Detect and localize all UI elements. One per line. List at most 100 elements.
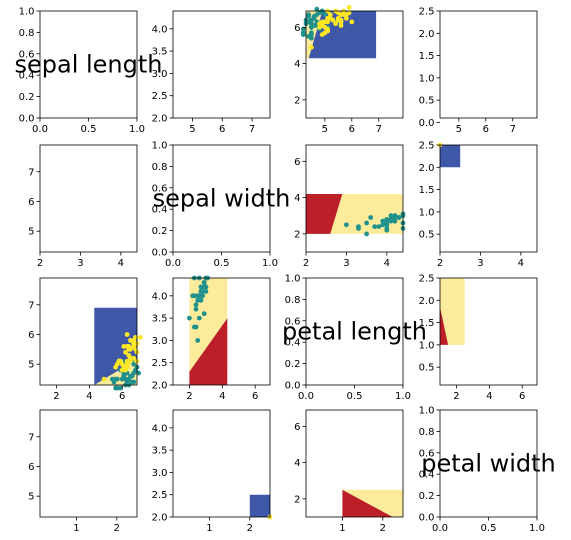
axes-frame — [305, 10, 404, 119]
y-tick-label: 2.0 — [419, 163, 435, 174]
data-point — [300, 26, 306, 32]
data-point — [380, 218, 386, 224]
x-tick-label: 4 — [384, 258, 390, 269]
x-tick-label: 0.5 — [481, 523, 497, 534]
y-tick-label: 1.0 — [285, 274, 301, 285]
y-tick-label: 7 — [28, 432, 34, 443]
region-layer — [440, 278, 465, 345]
y-tick-label: 3.5 — [152, 446, 168, 457]
y-tick-label: 2.0 — [419, 296, 435, 307]
data-point — [314, 6, 320, 12]
y-tick-label: 6 — [28, 330, 34, 341]
axes-frame — [39, 144, 138, 253]
data-point — [121, 373, 127, 379]
data-point — [131, 361, 137, 367]
y-tick-label: 0.0 — [152, 248, 168, 259]
y-tick-label: 0.8 — [152, 162, 168, 173]
x-tick-label: 1.0 — [129, 124, 145, 135]
data-point — [201, 284, 207, 290]
x-tick-label: 2 — [186, 391, 192, 402]
y-tick-label: 0.2 — [152, 226, 168, 237]
y-tick-label: 3.0 — [152, 336, 168, 347]
x-tick-label: 0.5 — [347, 391, 363, 402]
x-tick-label: 2 — [53, 391, 59, 402]
y-tick-label: 1.0 — [19, 7, 35, 18]
y-tick-label: 3.5 — [152, 47, 168, 58]
y-tick-label: 0.8 — [285, 295, 301, 306]
decision-region-class1 — [342, 489, 403, 517]
panel-r3-c2: 1 2 2 4 6 — [294, 409, 404, 534]
panel-r2-c1: 2 4 6 2.0 2.5 3.0 3.5 4.0 — [152, 275, 271, 402]
data-point — [203, 289, 209, 294]
region-layer — [342, 489, 403, 517]
y-tick-label: 0.0 — [285, 381, 301, 392]
y-tick-label: 2 — [294, 95, 300, 106]
y-tick-label: 1.0 — [419, 340, 435, 351]
y-tick-label: 0.0 — [419, 513, 435, 524]
x-tick-label: 6 — [252, 391, 258, 402]
data-point — [341, 12, 347, 17]
y-tick-label: 0.0 — [19, 114, 35, 125]
y-tick-label: 5 — [28, 360, 34, 371]
decision-region-class0 — [342, 489, 393, 517]
data-point — [136, 370, 142, 376]
feature-label: petal width — [421, 450, 556, 478]
x-tick-label: 7 — [376, 124, 382, 135]
axes-frame — [439, 144, 538, 253]
data-point — [137, 335, 143, 340]
data-point — [338, 23, 344, 28]
y-tick-label: 0.8 — [19, 28, 35, 39]
data-point — [368, 215, 374, 220]
axes-frame — [305, 144, 404, 253]
feature-label: petal length — [282, 318, 427, 346]
x-tick-label: 2 — [437, 258, 443, 269]
data-point — [121, 344, 127, 349]
y-tick-label: 0.0 — [419, 118, 435, 129]
data-point — [198, 284, 204, 290]
y-tick-label: 1.0 — [419, 73, 435, 84]
data-point — [101, 376, 107, 382]
data-point — [314, 12, 320, 17]
data-point — [193, 306, 199, 312]
x-tick-label: 1.0 — [529, 523, 545, 534]
panel-r1-c3: 2 3 4 0.5 1.0 1.5 2.0 2.5 — [419, 141, 538, 269]
data-point — [300, 30, 306, 36]
x-tick-label: 1 — [206, 523, 212, 534]
y-tick-label: 4.0 — [152, 24, 168, 35]
panel-r1-c2: 2 3 4 2 4 6 — [294, 144, 406, 269]
feature-label: sepal length — [14, 51, 162, 79]
axes-frame — [305, 409, 404, 518]
y-tick-label: 1.5 — [419, 51, 435, 62]
x-tick-label: 2 — [453, 391, 459, 402]
data-point — [192, 324, 197, 330]
x-tick-label: 4 — [219, 391, 225, 402]
y-tick-label: 7 — [28, 167, 34, 178]
x-tick-label: 0.5 — [214, 258, 230, 269]
data-point — [392, 215, 398, 220]
y-tick-label: 1.0 — [152, 141, 168, 152]
panel-r3-c3: 0.0 0.5 1.0 0.0 0.2 0.4 0.6 0.8 1.0 petal width — [419, 406, 556, 535]
data-point — [335, 17, 341, 23]
x-tick-label: 0.0 — [165, 258, 181, 269]
x-tick-label: 2 — [247, 523, 253, 534]
data-point — [127, 355, 133, 361]
y-tick-label: 0.4 — [152, 205, 168, 216]
data-point — [346, 10, 352, 16]
x-tick-label: 6 — [119, 391, 125, 402]
y-tick-label: 4.0 — [152, 423, 168, 434]
data-point — [322, 12, 328, 17]
y-tick-label: 2 — [294, 229, 300, 240]
data-point — [311, 23, 317, 28]
x-tick-label: 4 — [118, 258, 124, 269]
data-point — [322, 19, 328, 25]
data-point — [124, 332, 130, 337]
data-point — [118, 385, 123, 391]
data-point — [198, 297, 204, 303]
point-layer — [300, 5, 355, 50]
decision-region-class0 — [189, 318, 228, 385]
region-layer — [249, 494, 270, 517]
panel-r2-c0: 2 4 6 5 6 7 — [28, 277, 143, 402]
point-layer — [344, 211, 406, 237]
x-tick-label: 4 — [518, 258, 524, 269]
